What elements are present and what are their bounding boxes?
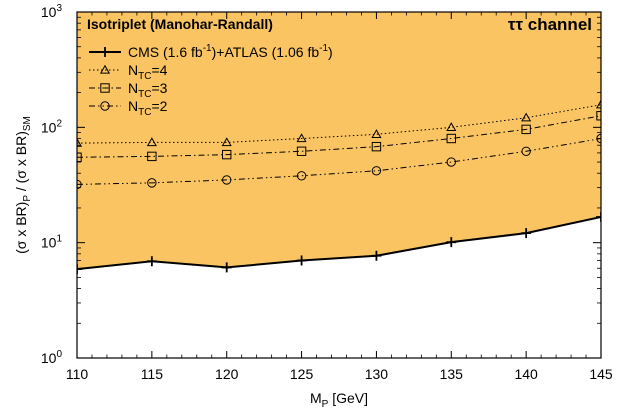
data-point-1-4 — [371, 129, 382, 138]
x-tick-label-6: 140 — [514, 366, 538, 382]
data-point-3-3 — [296, 171, 307, 181]
legend-ntc4-value: =4 — [151, 62, 167, 78]
x-tick-label-0: 110 — [66, 366, 89, 382]
legend-entry-ntc2: NTC=2 — [89, 98, 168, 118]
legend-label-ntc3: NTC=3 — [128, 80, 168, 100]
legend-sample-cms-atlas — [89, 47, 121, 57]
legend-entry-cms-atlas: CMS (1.6 fb-1)+ATLAS (1.06 fb-1) — [89, 43, 333, 60]
channel-label: ττ channel — [508, 15, 592, 34]
x-tick-label-7: 145 — [589, 366, 613, 382]
data-point-1-6 — [521, 112, 532, 122]
data-point-1-1 — [146, 137, 157, 147]
data-point-0-2 — [221, 262, 232, 273]
excluded-region — [77, 12, 601, 270]
legend-ntc2-value: =2 — [151, 98, 167, 114]
data-point-3-1 — [147, 178, 157, 188]
series-line-3 — [77, 138, 601, 185]
legend-marker-2 — [100, 83, 110, 93]
data-point-1-5 — [446, 122, 457, 131]
y-tick-label-3: 103 — [41, 3, 63, 20]
y-tick-label-1: 101 — [41, 234, 63, 251]
series-1 — [77, 99, 601, 147]
series-line-2 — [77, 115, 601, 158]
data-point-2-2 — [222, 149, 232, 160]
x-tick-label-1: 115 — [141, 366, 164, 382]
data-point-0-3 — [296, 255, 307, 266]
legend-ntc3-value: =3 — [151, 80, 167, 96]
x-axis-ticks: 110 115 120 125 130 135 140 145 — [66, 12, 613, 382]
data-point-3-6 — [521, 146, 531, 156]
x-axis-title-main: M — [310, 390, 322, 406]
data-point-0-7 — [596, 211, 601, 222]
data-point-0-5 — [446, 237, 457, 248]
x-axis-title: MP [GeV] — [310, 390, 368, 410]
data-point-2-1 — [147, 151, 157, 162]
y-axis-title-sub2: SM — [22, 116, 33, 131]
legend-ntc2-n: N — [128, 98, 138, 114]
data-point-0-0 — [77, 264, 82, 275]
x-tick-label-5: 135 — [440, 366, 464, 382]
legend-ntc3-n: N — [128, 80, 138, 96]
y-axis-title-part1: (σ x BR) — [13, 202, 29, 254]
legend-cms-text-2: )+ATLAS (1.06 fb — [212, 44, 320, 60]
data-point-1-7 — [595, 99, 601, 109]
legend-cms-sup-2: -1 — [319, 43, 328, 54]
legend-cms-sup-1: -1 — [203, 43, 212, 54]
x-tick-label-4: 130 — [365, 366, 389, 382]
data-point-0-6 — [521, 228, 532, 239]
y-axis-title: (σ x BR)P / (σ x BR)SM — [13, 116, 33, 254]
x-tick-label-2: 120 — [215, 366, 239, 382]
series-0 — [77, 211, 601, 275]
data-point-3-4 — [371, 166, 382, 176]
legend-ntc2-sub: TC — [138, 107, 151, 118]
legend-cms-text-3: ) — [328, 44, 333, 60]
y-axis-title-sub1: P — [22, 195, 33, 202]
y-axis-ticks: 100 101 102 103 — [41, 3, 601, 366]
series-line-0 — [77, 216, 601, 271]
legend-cms-text-1: CMS (1.6 fb — [128, 44, 203, 60]
legend-sample-ntc3 — [89, 83, 121, 93]
data-point-3-5 — [446, 157, 456, 167]
data-point-1-2 — [221, 137, 232, 147]
legend: CMS (1.6 fb-1)+ATLAS (1.06 fb-1) NTC=4 N… — [89, 43, 333, 118]
series-lines — [77, 99, 601, 275]
x-axis-title-tail: [GeV] — [328, 390, 368, 406]
legend-ntc4-n: N — [128, 62, 138, 78]
y-axis-title-part2: / (σ x BR) — [13, 131, 29, 195]
y-tick-label-2: 102 — [41, 118, 63, 135]
y-tick-label-0: 100 — [41, 349, 63, 366]
data-point-2-6 — [521, 124, 531, 135]
data-point-2-4 — [371, 141, 382, 152]
legend-marker-3 — [100, 101, 110, 111]
legend-ntc4-sub: TC — [138, 71, 151, 82]
legend-marker-1 — [99, 64, 111, 74]
data-point-0-1 — [146, 256, 157, 267]
legend-entry-ntc4: NTC=4 — [89, 62, 168, 82]
x-axis-title-sub: P — [322, 399, 329, 410]
data-point-1-0 — [77, 137, 83, 147]
data-point-3-2 — [222, 175, 232, 185]
legend-title: Isotriplet (Manohar-Randall) — [87, 16, 273, 32]
legend-entry-ntc3: NTC=3 — [89, 80, 168, 100]
data-point-1-3 — [296, 133, 307, 143]
data-point-0-4 — [371, 250, 382, 261]
plot-frame — [76, 11, 602, 359]
data-point-2-5 — [446, 133, 456, 144]
legend-sample-ntc4 — [89, 64, 121, 74]
legend-label-ntc2: NTC=2 — [128, 98, 168, 118]
legend-label-ntc4: NTC=4 — [128, 62, 168, 82]
data-point-2-3 — [296, 146, 307, 156]
legend-ntc3-sub: TC — [138, 89, 151, 100]
x-tick-label-3: 125 — [290, 366, 314, 382]
legend-marker-0 — [100, 47, 110, 57]
legend-sample-ntc2 — [89, 101, 121, 111]
legend-label-cms-atlas: CMS (1.6 fb-1)+ATLAS (1.06 fb-1) — [128, 43, 333, 60]
